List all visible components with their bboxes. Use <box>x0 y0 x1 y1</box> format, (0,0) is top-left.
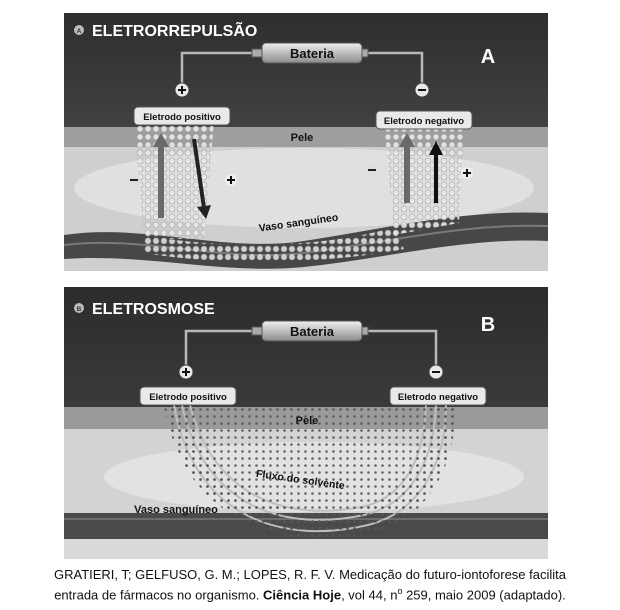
battery: Bateria <box>251 42 369 64</box>
battery-label: Bateria <box>290 46 335 61</box>
battery: Bateria <box>251 320 369 342</box>
vessel-label: Vaso sanguíneo <box>134 504 218 516</box>
wire-positive <box>184 329 264 369</box>
electrode-negative <box>389 386 487 406</box>
electrode-negative-label: Eletrodo negativo <box>384 116 464 127</box>
electrode-positive-label: Eletrodo positivo <box>149 392 227 403</box>
plus-icon <box>178 364 194 380</box>
plus-icon <box>174 82 190 98</box>
caption-text-post: 259, maio 2009 (adaptado). <box>402 587 566 603</box>
citation-caption: GRATIERI, T; GELFUSO, G. M.; LOPES, R. F… <box>20 566 600 603</box>
minus-icon <box>414 82 430 98</box>
caption-text-pre: entrada de fármacos no organismo. <box>54 587 264 603</box>
wire-positive <box>180 51 264 87</box>
panel-letter: A <box>481 46 495 68</box>
panel-badge <box>74 25 84 35</box>
minus-icon <box>428 364 444 380</box>
caption-line-1: GRATIERI, T; GELFUSO, G. M.; LOPES, R. F… <box>53 567 566 582</box>
panel-badge-label: B <box>77 306 82 313</box>
skin-label: Pele <box>296 415 319 427</box>
diagram-eletrorrepulsao: Bateria Eletrodo positivo Eletrodo negat… <box>64 13 548 271</box>
particle-column-positive <box>134 121 214 239</box>
arrow-down-icon <box>192 138 206 209</box>
plus-icon <box>461 167 473 179</box>
wire-negative <box>364 329 438 369</box>
electrode-positive-label: Eletrodo positivo <box>143 112 221 123</box>
caption-line-2: entrada de fármacos no organismo. Ciênci… <box>20 583 600 603</box>
caption-text-mid: , vol 44, n <box>341 587 398 603</box>
skin-label: Pele <box>291 132 314 144</box>
electrode-positive <box>139 386 237 406</box>
panel-badge-label: A <box>77 28 82 35</box>
panel-eletrorrepulsao: Bateria Eletrodo positivo Eletrodo negat… <box>64 13 548 271</box>
caption-superscript: o <box>397 586 403 596</box>
caption-journal: Ciência Hoje <box>263 587 342 603</box>
electrode-negative-label: Eletrodo negativo <box>398 392 478 403</box>
electrode-positive <box>133 106 231 126</box>
minus-icon <box>366 164 378 176</box>
panel-eletrosmose: Bateria Eletrodo positivo Eletrodo negat… <box>64 287 548 559</box>
panel-title: ELETRORREPULSÃO <box>92 20 257 40</box>
panel-title: ELETROSMOSE <box>92 301 215 318</box>
minus-icon <box>128 174 140 186</box>
panel-letter: B <box>481 314 495 336</box>
particles-in-vessel <box>144 227 404 262</box>
panel-badge <box>74 303 84 313</box>
plus-icon <box>225 174 237 186</box>
wire-negative <box>364 51 424 87</box>
diagram-eletrosmose: Bateria Eletrodo positivo Eletrodo negat… <box>64 287 548 559</box>
electrode-negative <box>375 110 473 130</box>
battery-label: Bateria <box>290 324 335 339</box>
particle-column-negative <box>384 121 464 235</box>
